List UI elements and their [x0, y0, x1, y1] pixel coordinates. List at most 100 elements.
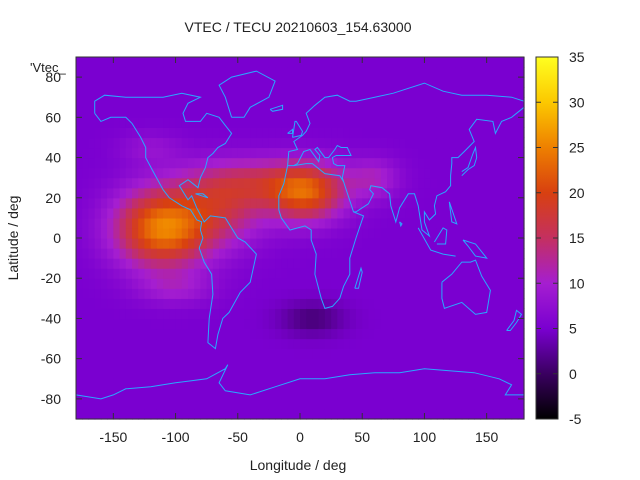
heatmap-cell — [499, 318, 506, 330]
heatmap-cell — [468, 197, 475, 209]
heatmap-cell — [231, 248, 239, 259]
heatmap-cell — [511, 167, 519, 179]
heatmap-cell — [517, 127, 525, 139]
heatmap-cell — [212, 358, 220, 370]
heatmap-cell — [156, 318, 164, 330]
heatmap-cell — [181, 167, 189, 179]
heatmap-cell — [368, 57, 376, 68]
heatmap-cell — [144, 167, 152, 179]
heatmap-cell — [461, 338, 469, 350]
heatmap-cell — [349, 388, 357, 400]
heatmap-cell — [200, 378, 208, 390]
heatmap-cell — [107, 318, 114, 330]
heatmap-cell — [188, 127, 195, 139]
heatmap-cell — [393, 378, 401, 390]
heatmap-cell — [237, 197, 245, 209]
heatmap-cell — [113, 227, 121, 239]
heatmap-cell — [94, 217, 102, 229]
heatmap-cell — [156, 187, 164, 199]
heatmap-cell — [76, 227, 83, 239]
heatmap-cell — [461, 127, 469, 139]
heatmap-cell — [362, 388, 370, 400]
y-tick-label: 80 — [45, 69, 61, 85]
heatmap-cell — [200, 408, 208, 420]
heatmap-cell — [237, 238, 245, 249]
x-tick-label: 100 — [413, 429, 437, 445]
heatmap-cell — [368, 358, 376, 370]
colorbar-tick-label: 35 — [569, 49, 585, 65]
heatmap-cell — [405, 338, 413, 350]
heatmap-cell — [374, 77, 382, 88]
heatmap-cell — [138, 97, 146, 108]
heatmap-cell — [82, 57, 90, 68]
heatmap-cell — [318, 77, 326, 88]
heatmap-cell — [237, 167, 245, 179]
heatmap-cell — [362, 117, 370, 128]
heatmap-cell — [163, 157, 170, 169]
heatmap-cell — [250, 278, 258, 289]
heatmap-cell — [362, 137, 370, 149]
heatmap-cell — [113, 207, 121, 219]
heatmap-cell — [225, 318, 233, 330]
heatmap-cell — [331, 197, 338, 209]
heatmap-cell — [480, 57, 488, 68]
heatmap-cell — [393, 137, 401, 149]
heatmap-cell — [374, 238, 382, 249]
heatmap-cell — [312, 278, 320, 289]
heatmap-cell — [231, 187, 239, 199]
heatmap-cell — [405, 87, 413, 98]
heatmap-cell — [138, 227, 146, 239]
heatmap-cell — [88, 177, 96, 189]
heatmap-cell — [349, 318, 357, 330]
heatmap-cell — [107, 217, 114, 229]
heatmap-cell — [306, 87, 314, 98]
heatmap-cell — [455, 77, 463, 88]
heatmap-cell — [424, 167, 432, 179]
heatmap-cell — [424, 248, 432, 259]
heatmap-cell — [318, 117, 326, 128]
heatmap-cell — [237, 338, 245, 350]
heatmap-cell — [231, 398, 239, 410]
heatmap-cell — [107, 137, 114, 149]
heatmap-cell — [474, 278, 482, 289]
heatmap-cell — [100, 278, 108, 289]
heatmap-cell — [424, 57, 432, 68]
heatmap-cell — [194, 408, 202, 420]
heatmap-cell — [455, 107, 463, 118]
colorbar-tick-label: 0 — [569, 366, 577, 382]
heatmap-cell — [163, 288, 170, 299]
heatmap-cell — [492, 177, 500, 189]
heatmap-cell — [499, 408, 506, 420]
heatmap-cell — [399, 147, 407, 159]
heatmap-cell — [256, 87, 264, 98]
heatmap-cell — [517, 268, 525, 279]
heatmap-cell — [200, 127, 208, 139]
heatmap-cell — [175, 328, 183, 340]
heatmap-cell — [200, 248, 208, 259]
heatmap-cell — [113, 308, 121, 320]
heatmap-cell — [405, 217, 413, 229]
heatmap-cell — [468, 97, 475, 108]
heatmap-cell — [318, 97, 326, 108]
heatmap-cell — [150, 117, 158, 128]
heatmap-cell — [144, 157, 152, 169]
heatmap-cell — [368, 97, 376, 108]
heatmap-cell — [368, 258, 376, 269]
heatmap-cell — [138, 238, 146, 249]
heatmap-cell — [219, 368, 226, 380]
heatmap-cell — [206, 398, 214, 410]
heatmap-cell — [468, 107, 475, 118]
heatmap-cell — [88, 238, 96, 249]
heatmap-cell — [244, 147, 251, 159]
heatmap-cell — [107, 227, 114, 239]
heatmap-cell — [474, 127, 482, 139]
heatmap-cell — [175, 67, 183, 78]
heatmap-cell — [150, 388, 158, 400]
heatmap-cell — [281, 227, 289, 239]
heatmap-cell — [268, 258, 276, 269]
heatmap-cell — [300, 57, 307, 68]
heatmap-cell — [436, 107, 444, 118]
heatmap-cell — [499, 217, 506, 229]
heatmap-cell — [181, 408, 189, 420]
heatmap-cell — [380, 368, 388, 380]
